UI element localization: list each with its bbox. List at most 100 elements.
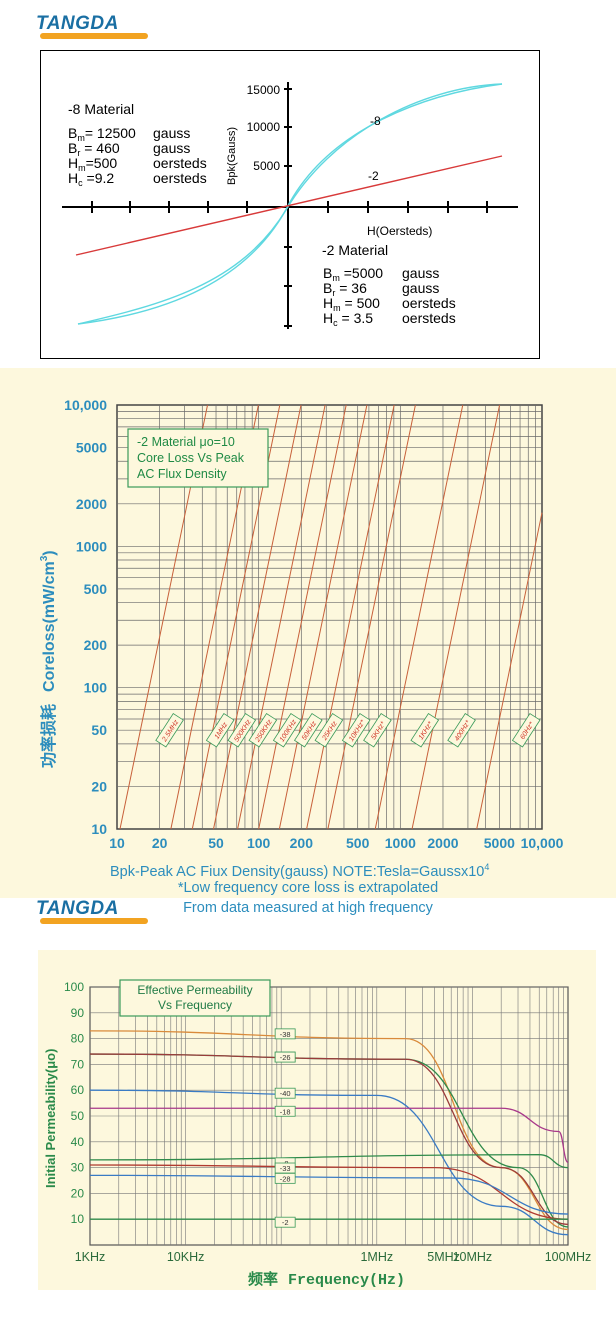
x-tick-label: 200	[290, 835, 314, 851]
x-tick-label: 1MHz	[360, 1250, 393, 1264]
material-label-text: -18	[280, 1107, 291, 1116]
frequency-label-box	[272, 712, 302, 748]
footnote-extrapolated: *Low frequency core loss is extrapolated	[177, 880, 439, 896]
x-tick-label: 10KHz	[167, 1250, 205, 1264]
permeability-curve	[89, 1164, 569, 1220]
y-tick-label: 90	[71, 1006, 85, 1020]
brand-logo: TANGDA	[36, 13, 148, 39]
y-tick-label: 10,000	[64, 397, 107, 413]
y-tick-label: 500	[84, 581, 108, 597]
permeability-curve	[89, 1089, 569, 1236]
material-label: -26	[274, 1051, 296, 1063]
frequency-label-box	[248, 712, 278, 748]
y-tick-label: 5000	[253, 159, 280, 173]
spec-unit: oersteds	[153, 155, 207, 171]
y-tick-label: 1000	[76, 538, 107, 554]
spec-symbol: Hc =9.2	[68, 170, 114, 188]
material-label-text: -40	[280, 1089, 291, 1098]
x-axis-label: H(Oersteds)	[367, 224, 432, 238]
coreloss-chart: 2.5MHz 1MHz 500KHz 250KHz 100KHz 50KHz 25KHz 10…	[39, 397, 564, 880]
curve-label: -2	[368, 169, 379, 183]
x-tick-label: 10MHz	[453, 1250, 493, 1264]
frequency-label-box	[410, 712, 440, 748]
logo-text: TANGDA	[36, 898, 119, 919]
y-tick-label: 5000	[76, 440, 107, 456]
legend-box: -2 Material μo=10 Core Loss Vs Peak AC F…	[127, 428, 269, 488]
y-axis-title: 功率损耗Coreloss(mW/cm3)	[39, 550, 58, 768]
material-label-text: -2	[282, 1218, 289, 1227]
material-label: -33	[274, 1162, 296, 1174]
y-tick-label: 10	[91, 821, 107, 837]
x-tick-label: 500	[346, 835, 370, 851]
spec-unit: oersteds	[402, 310, 456, 326]
y-tick-label: 50	[71, 1109, 85, 1123]
x-tick-label: 1KHz	[75, 1250, 106, 1264]
brand-logo: TANGDA	[36, 898, 148, 924]
frequency-label-box	[447, 712, 476, 748]
y-tick-label: 10000	[247, 120, 281, 134]
permeability-curve	[90, 1107, 569, 1164]
material-label-box	[274, 1028, 296, 1040]
frequency-label-box	[341, 712, 371, 748]
y-axis-label: Bpk(Gauss)	[226, 127, 238, 185]
spec-symbol: Hc = 3.5	[323, 310, 373, 328]
spec-unit: oersteds	[153, 170, 207, 186]
legend-line: Vs Frequency	[158, 998, 232, 1012]
coreloss-line	[327, 404, 416, 830]
curve-label: -8	[370, 114, 381, 128]
coreloss-line	[476, 512, 543, 830]
coreloss-line	[306, 404, 395, 830]
coreloss-line	[213, 404, 302, 830]
y-tick-label: 10	[71, 1212, 85, 1226]
x-tick-label: 2000	[427, 835, 458, 851]
material-label: -40	[274, 1087, 296, 1099]
y-axis-title: Initial Permeability(μo)	[43, 1049, 58, 1188]
material-label-box	[274, 1051, 296, 1063]
permeability-curve	[89, 1030, 569, 1231]
legend-line: -2 Material μo=10	[137, 435, 235, 449]
material-label: -28	[274, 1172, 296, 1184]
permeability-curve	[89, 1174, 569, 1215]
material-label-box	[274, 1105, 296, 1117]
frequency-label-box	[511, 712, 541, 748]
logo-text: TANGDA	[36, 13, 119, 34]
permeability-curve	[89, 1154, 569, 1169]
material-label: -2	[274, 1216, 296, 1228]
frequency-label-box	[205, 712, 235, 748]
legend-line: Effective Permeability	[137, 983, 252, 997]
spec-unit: gauss	[153, 140, 190, 156]
material-label-text: -38	[280, 1030, 291, 1039]
y-tick-label: 100	[84, 680, 108, 696]
spec-symbol: Hm = 500	[323, 295, 380, 313]
permeability-panel: -38-52-26-40-18-8-33-28-2 10203040506070…	[38, 950, 596, 1290]
material-2-title: -2 Material	[322, 242, 388, 258]
spec-unit: gauss	[153, 125, 190, 141]
legend-box: Effective Permeability Vs Frequency	[119, 979, 271, 1017]
hysteresis-chart: 15000 10000 5000 Bpk(Gauss) H(Oersteds) …	[62, 82, 518, 329]
y-tick-label: 200	[84, 637, 108, 653]
logo-swoosh-icon	[40, 918, 148, 924]
spec-symbol: Bm =5000	[323, 265, 383, 283]
material-label-text: -26	[280, 1053, 291, 1062]
coreloss-line	[411, 404, 501, 830]
hysteresis-panel: 15000 10000 5000 Bpk(Gauss) H(Oersteds) …	[40, 50, 540, 359]
material-label-box	[274, 1087, 296, 1099]
x-tick-label: 5MHz	[427, 1250, 460, 1264]
material-label: -18	[274, 1105, 296, 1117]
spec-symbol: Br = 36	[323, 280, 367, 298]
y-tick-label: 60	[71, 1083, 85, 1097]
y-tick-label: 20	[91, 778, 107, 794]
legend-line: Core Loss Vs Peak	[137, 451, 245, 465]
y-tick-label: 30	[71, 1161, 85, 1175]
frequency-label-box	[227, 712, 257, 748]
x-tick-label: 50	[208, 835, 224, 851]
x-tick-label: 100	[247, 835, 271, 851]
y-tick-label: 2000	[76, 496, 107, 512]
y-tick-label: 40	[71, 1135, 85, 1149]
spec-symbol: Bm= 12500	[68, 125, 136, 143]
frequency-label-box	[293, 712, 323, 748]
spec-unit: oersteds	[402, 295, 456, 311]
coreloss-line	[374, 404, 464, 830]
curve-8-descending	[77, 83, 503, 325]
spec-symbol: Br = 460	[68, 140, 120, 158]
